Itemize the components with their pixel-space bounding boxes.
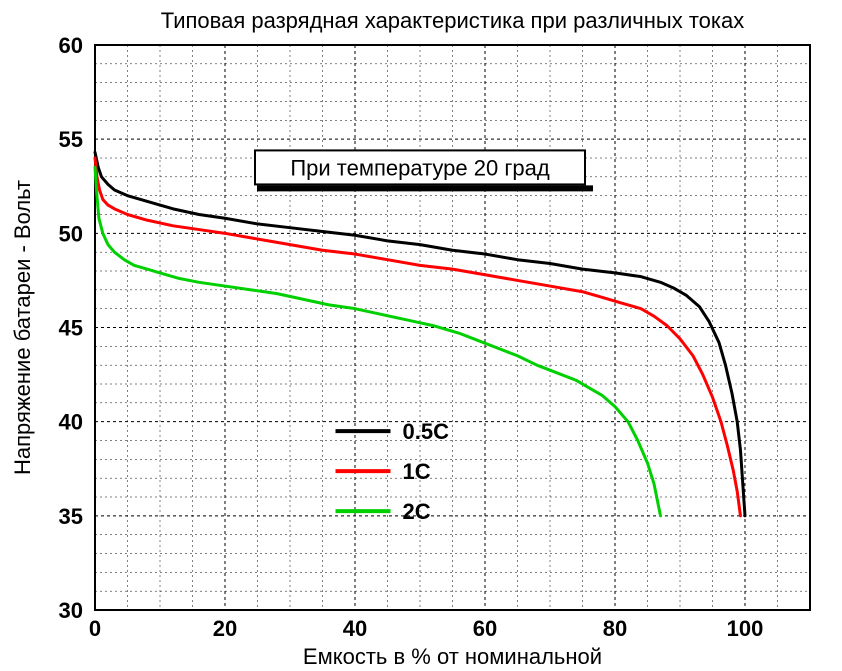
x-axis-label: Емкость в % от номинальной: [303, 644, 602, 669]
chart-title: Типовая разрядная характеристика при раз…: [161, 8, 745, 33]
y-tick-label: 40: [59, 410, 83, 435]
x-tick-label: 20: [213, 616, 237, 641]
y-tick-label: 35: [59, 504, 83, 529]
legend-label: 2С: [403, 499, 431, 524]
y-tick-label: 60: [59, 33, 83, 58]
x-tick-label: 0: [89, 616, 101, 641]
legend-label: 0.5С: [403, 419, 450, 444]
y-tick-label: 30: [59, 598, 83, 623]
annotation-text: При температуре 20 град: [290, 155, 550, 180]
x-tick-label: 40: [343, 616, 367, 641]
y-tick-label: 55: [59, 127, 83, 152]
y-tick-label: 50: [59, 221, 83, 246]
y-axis-label: Напряжение батареи - Вольт: [10, 180, 35, 475]
legend-label: 1С: [403, 459, 431, 484]
x-tick-label: 100: [727, 616, 764, 641]
x-tick-label: 60: [473, 616, 497, 641]
x-tick-label: 80: [603, 616, 627, 641]
y-tick-label: 45: [59, 316, 83, 341]
